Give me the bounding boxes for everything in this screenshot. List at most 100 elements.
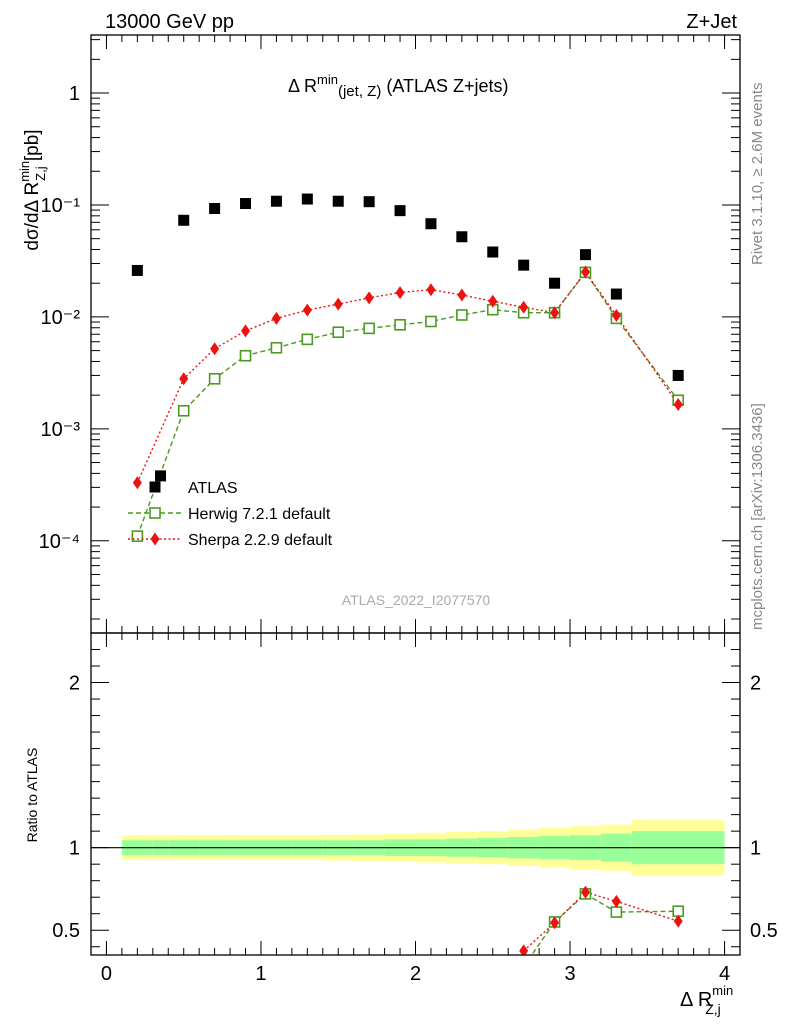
main-ytick-label: 1: [69, 83, 80, 105]
x-axis-label-prefix: Δ R: [680, 989, 712, 1011]
sherpa-ratio-line: [523, 891, 679, 952]
header-left: 13000 GeV pp: [105, 11, 234, 33]
sherpa-point: [271, 311, 281, 325]
atlas-point: [332, 195, 344, 207]
main-title-prefix: Δ R: [288, 76, 317, 96]
main-title: Δ Rmin(jet, Z) (ATLAS Z+jets): [288, 72, 509, 100]
atlas-point: [456, 231, 468, 243]
ratio-ytick-label-right: 1: [750, 838, 761, 860]
sherpa-point: [241, 324, 251, 338]
ratio-ytick-label: 0.5: [52, 920, 80, 942]
legend-label: Sherpa 2.2.9 default: [188, 532, 333, 549]
sherpa-point: [611, 308, 621, 322]
sherpa-point: [519, 300, 529, 314]
herwig-point: [425, 315, 437, 328]
main-ylabel-prefix: dσ/dΔ R: [22, 182, 43, 251]
sherpa-point: [580, 885, 590, 899]
atlas-point: [178, 214, 190, 226]
atlas-point: [270, 195, 282, 207]
watermark: ATLAS_2022_I2077570: [342, 592, 491, 608]
herwig-point: [456, 309, 468, 321]
main-title-sub: (jet, Z): [338, 83, 381, 100]
data-marks: [131, 193, 684, 972]
herwig-point: [131, 530, 144, 542]
x-tick-label: 1: [255, 963, 266, 985]
ratio-lines: [523, 891, 679, 955]
ratio-ytick-label-right: 2: [750, 673, 761, 695]
atlas-point: [240, 198, 252, 210]
herwig-line: [136, 271, 679, 537]
main-ylabel-sup: min: [17, 161, 32, 182]
main-ytick-label: 10⁻¹: [41, 195, 81, 217]
sherpa-point: [132, 476, 142, 490]
sherpa-point: [426, 283, 436, 297]
main-title-suffix: (ATLAS Z+jets): [381, 76, 508, 96]
herwig-point: [270, 341, 283, 354]
herwig-point: [519, 962, 529, 972]
atlas-point: [425, 218, 437, 230]
atlas-point: [518, 259, 530, 271]
sherpa-point: [550, 916, 560, 930]
atlas-point: [610, 288, 622, 300]
atlas-point: [487, 246, 499, 258]
legend-label: ATLAS: [188, 480, 238, 497]
sherpa-point: [673, 397, 683, 411]
ratio-ytick-label: 1: [69, 838, 80, 860]
ratio-frame: [90, 632, 741, 956]
x-axis-label-sup: min: [712, 983, 733, 998]
rivet-label: Rivet 3.1.10, ≥ 2.6M events: [749, 83, 766, 266]
main-ytick-label: 10⁻⁴: [39, 531, 80, 553]
mcplots-label: mcplots.cern.ch [arXiv:1306.3436]: [749, 403, 766, 630]
ratio-ytick-label: 2: [69, 673, 80, 695]
ratio-ylabel: Ratio to ATLAS: [24, 748, 40, 843]
sherpa-point: [333, 297, 343, 311]
sherpa-point: [580, 265, 590, 279]
herwig-point: [332, 326, 345, 339]
x-tick-label: 2: [410, 963, 421, 985]
ratio-bands: [91, 819, 740, 876]
legend: ATLAS Herwig 7.2.1 default Sherpa 2.2.9 de…: [128, 480, 333, 549]
axis-ticks: 0 1 2 3 4 10⁻⁴ 10⁻³ 10⁻² 10⁻¹ 1 0.5 0.5 1 1 2 2: [39, 35, 778, 985]
x-tick-label: 0: [101, 963, 112, 985]
herwig-point: [239, 349, 252, 362]
main-title-sup: min: [317, 72, 338, 87]
herwig-point: [177, 404, 190, 417]
x-tick-label: 4: [719, 963, 730, 985]
ratio-marks: [519, 885, 684, 972]
sherpa-point: [179, 372, 189, 386]
x-axis-label-sub: Z,j: [705, 1001, 721, 1017]
sherpa-point: [364, 291, 374, 305]
atlas-point: [131, 264, 143, 276]
herwig-point: [208, 372, 221, 385]
header-right: Z+Jet: [686, 11, 737, 33]
ratio-ytick-label-right: 0.5: [750, 920, 778, 942]
main-ytick-label: 10⁻³: [41, 419, 81, 441]
atlas-point: [579, 249, 591, 261]
main-ytick-label: 10⁻²: [41, 307, 81, 329]
main-ylabel-sub: Z,j: [33, 166, 48, 181]
main-ylabel-suffix: [pb]: [22, 129, 43, 166]
atlas-point: [363, 196, 375, 208]
sherpa-point: [673, 914, 683, 928]
herwig-point: [149, 507, 161, 519]
sherpa-point: [150, 532, 160, 546]
atlas-point: [209, 203, 221, 215]
herwig-point: [301, 333, 314, 346]
herwig-ratio-line: [530, 893, 679, 955]
sherpa-point: [519, 944, 529, 955]
x-axis-label: Δ Rmin Z,j: [680, 983, 733, 1017]
sherpa-point: [488, 294, 498, 308]
sherpa-point: [210, 342, 220, 356]
atlas-point: [155, 470, 167, 482]
atlas-point: [549, 277, 561, 289]
sherpa-point: [550, 306, 560, 320]
atlas-point: [149, 481, 161, 493]
herwig-point: [363, 322, 375, 335]
herwig-point: [610, 906, 623, 918]
sherpa-point: [457, 288, 467, 302]
legend-label: Herwig 7.2.1 default: [188, 506, 331, 523]
main-ylabel: dσ/dΔ RminZ,j [pb]: [17, 129, 48, 250]
sherpa-point: [302, 303, 312, 317]
atlas-point: [301, 193, 313, 205]
